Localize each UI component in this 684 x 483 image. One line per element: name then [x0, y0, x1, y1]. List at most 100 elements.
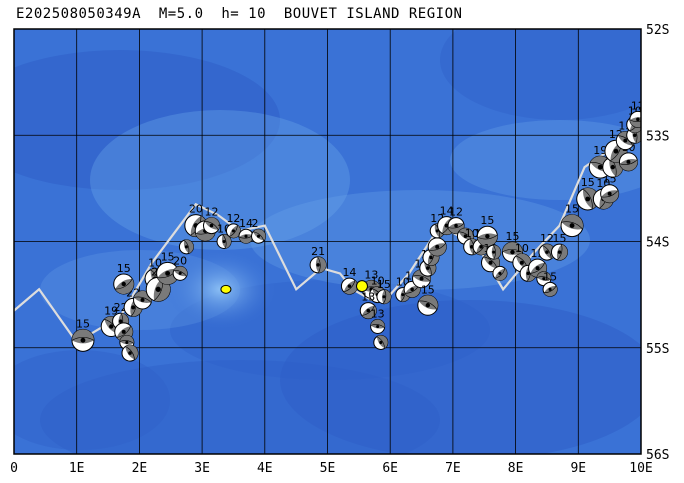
mechanism-quadrant [315, 256, 327, 273]
focal-mechanism[interactable]: 14 [238, 217, 254, 244]
mechanism-center [118, 319, 123, 323]
x-tick-label: 4E [257, 461, 273, 476]
mechanism-center [410, 287, 414, 292]
x-tick-label: 5E [320, 461, 336, 476]
mechanism-center [488, 260, 493, 265]
mechanism-quadrant [619, 158, 638, 171]
mechanism-center [557, 250, 562, 254]
mechanism-quadrant [221, 234, 232, 249]
mechanism-quadrant [71, 329, 94, 344]
mechanism-center [479, 245, 483, 249]
focal-mechanism[interactable]: 15 [113, 262, 135, 295]
focal-mechanism[interactable]: 15 [550, 232, 568, 261]
depth-label: 15 [117, 262, 131, 275]
focal-mechanism[interactable]: 15 [560, 203, 584, 238]
depth-label: 20 [173, 254, 187, 267]
mechanism-quadrant [239, 234, 253, 244]
depth-label: 12 [226, 212, 240, 225]
focal-mechanism-layer: 1519222215102015202012101214221141310151… [71, 99, 646, 362]
mechanism-center [376, 324, 380, 329]
bathymetry-patch [40, 360, 440, 454]
mechanism-center [435, 244, 440, 249]
bathymetry-patch [440, 29, 641, 120]
island-marker[interactable] [220, 284, 232, 294]
focal-mechanism[interactable]: 15 [417, 283, 439, 316]
y-tick-label: 56S [646, 448, 669, 463]
bathymetry-patch [250, 190, 590, 290]
mechanism-center [569, 223, 575, 228]
focal-mechanism[interactable]: 12 [447, 206, 465, 235]
focal-mechanism[interactable]: 14 [340, 266, 358, 295]
focal-mechanism[interactable]: 15 [476, 214, 498, 247]
focal-mechanism[interactable]: 13 [370, 308, 386, 334]
mechanism-center [519, 260, 524, 265]
y-tick-label: 55S [646, 342, 669, 357]
focal-mechanism[interactable] [121, 344, 139, 362]
focal-mechanism[interactable] [492, 265, 508, 281]
depth-label: 2 [252, 217, 259, 230]
focal-mechanism[interactable]: 2 [251, 217, 267, 244]
focal-mechanism[interactable]: 12 [203, 206, 221, 235]
mechanism-center [231, 229, 235, 233]
x-tick-label: 6E [382, 461, 398, 476]
depth-label: 14 [440, 205, 454, 218]
mechanism-center [454, 223, 458, 228]
mechanism-center [108, 324, 114, 329]
mechanism-center [401, 293, 405, 297]
focal-mechanism[interactable] [373, 334, 389, 350]
focal-mechanism[interactable]: 15 [376, 278, 392, 305]
mechanism-center [121, 281, 126, 287]
focal-mechanism[interactable] [178, 239, 194, 255]
map-title: E202508050349A M=5.0 h= 10 BOUVET ISLAND… [16, 6, 463, 22]
mechanism-quadrant [119, 335, 134, 345]
mechanism-center [535, 266, 540, 271]
mechanism-center [632, 133, 637, 138]
mechanism-center [125, 340, 129, 344]
bathymetry-patch [90, 110, 350, 250]
mechanism-center [510, 249, 515, 255]
focal-mechanism[interactable]: 15 [542, 270, 558, 297]
mechanism-quadrant [536, 271, 551, 281]
depth-label: 15 [552, 232, 566, 245]
focal-mechanism[interactable] [536, 271, 552, 287]
mechanism-center [463, 234, 468, 238]
depth-label: 15 [543, 270, 557, 283]
depth-label: 15 [161, 250, 175, 263]
mechanism-quadrant [477, 233, 498, 247]
x-tick-label: 7E [445, 461, 461, 476]
mechanism-center [469, 245, 474, 249]
mechanism-center [140, 297, 145, 302]
mechanism-center [542, 277, 546, 281]
depth-label: 13 [364, 268, 378, 281]
depth-label: 19 [104, 305, 118, 318]
focal-mechanism[interactable]: 12 [629, 99, 646, 128]
mechanism-center [626, 159, 631, 164]
main-event-marker[interactable] [355, 280, 368, 293]
depth-label: 12 [205, 206, 219, 219]
focal-mechanism[interactable] [486, 244, 502, 260]
depth-label: 15 [505, 230, 519, 243]
focal-mechanism[interactable]: 12 [225, 212, 241, 239]
depth-label: 15 [76, 317, 90, 330]
mechanism-quadrant [381, 289, 391, 304]
y-axis-labels: 52S 53S 54S 55S 56S [646, 23, 669, 463]
focal-mechanism[interactable]: 20 [172, 254, 188, 281]
mechanism-center [623, 138, 628, 143]
depth-label: 12 [449, 206, 463, 219]
focal-mechanism[interactable]: 15 [501, 230, 523, 263]
focal-mechanism[interactable]: 15 [600, 173, 620, 204]
mechanism-center [379, 340, 383, 344]
bathymetry-patch [450, 120, 641, 200]
focal-mechanism[interactable]: 15 [71, 317, 95, 352]
focal-mechanism[interactable]: 13 [359, 291, 377, 320]
x-tick-label: 10E [629, 461, 652, 476]
focal-mechanism[interactable] [133, 290, 153, 310]
focal-mechanism[interactable]: 21 [309, 245, 327, 274]
mechanism-center [613, 148, 619, 154]
depth-label: 10 [371, 275, 385, 288]
y-tick-label: 53S [646, 129, 669, 144]
mechanism-center [610, 164, 615, 170]
depth-label: 12 [540, 232, 554, 245]
mechanism-center [426, 266, 430, 270]
